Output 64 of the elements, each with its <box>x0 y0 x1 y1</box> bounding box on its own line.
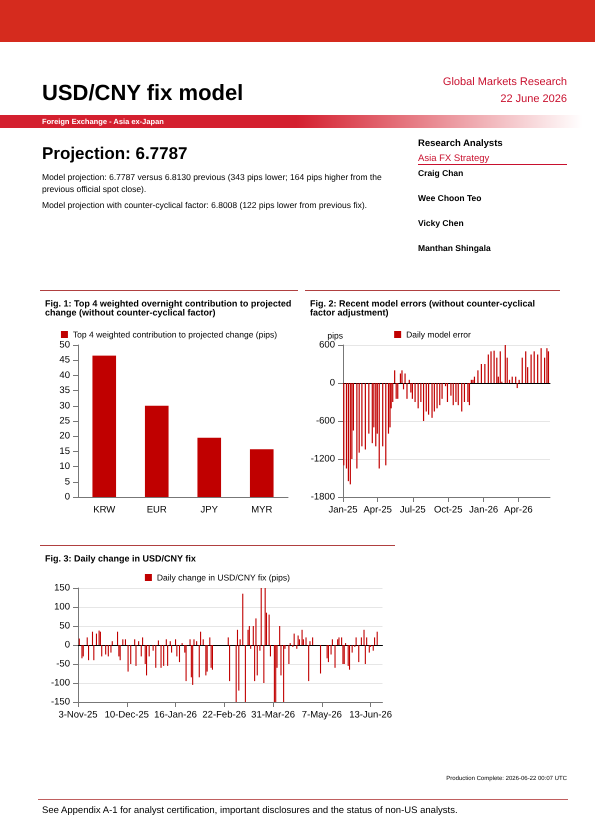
x-tick-label: 16-Jan-26 <box>154 710 197 720</box>
y-tick-label: 45 <box>59 354 70 366</box>
y-tick-label: 0 <box>64 640 70 650</box>
y-tick-label: 35 <box>59 385 70 396</box>
x-tick-label: EUR <box>146 504 167 516</box>
text: Manthan Shingala <box>418 243 491 253</box>
x-tick-label: KRW <box>93 504 116 516</box>
text: Craig Chan <box>418 168 464 178</box>
text: 22 June 2026 <box>500 93 567 105</box>
text: Model projection with counter-cyclical factor: 6.8008 (122 pips lower from previous fix). <box>42 200 368 210</box>
x-tick-label: Apr-25 <box>363 504 392 516</box>
y-tick-label: 0 <box>330 378 335 388</box>
text: Projection: 6.7787 <box>42 144 188 164</box>
y-tick-label: 25 <box>59 416 70 426</box>
text: Vicky Chen <box>418 218 464 228</box>
y-tick-label: -150 <box>50 696 70 708</box>
y-tick-label: 100 <box>54 602 70 612</box>
bar <box>92 356 116 497</box>
y-tick-label: -1200 <box>310 454 335 464</box>
text: Wee Choon Teo <box>418 193 482 203</box>
y-tick-label: 30 <box>59 400 70 412</box>
x-tick-label: Jan-26 <box>469 504 498 516</box>
x-tick-label: 7-May-26 <box>302 710 342 720</box>
text: Research Analysts <box>418 138 503 149</box>
x-tick-label: MYR <box>251 504 272 516</box>
y-tick-label: 50 <box>59 620 70 632</box>
legend-label: Daily change in USD/CNY fix (pips) <box>156 572 290 582</box>
y-tick-label: -50 <box>56 658 70 670</box>
x-tick-label: 13-Jun-26 <box>349 710 392 720</box>
x-tick-label: 10-Dec-25 <box>104 710 149 720</box>
text: USD/CNY fix model <box>42 80 244 106</box>
bar <box>144 406 169 497</box>
text: Model projection: 6.7787 versus 6.8130 previous (343 pips lower; 164 pips higher from the previous official spot close). <box>42 171 383 195</box>
chart-title: Fig. 2: Recent model errors (without counter-cyclical factor adjustment) <box>310 298 538 318</box>
y-tick-label: 40 <box>59 370 70 381</box>
y-tick-label: 150 <box>54 582 70 594</box>
chart-title: Fig. 1: Top 4 weighted overnight contribution to projected change (without counter-cyclical factor) <box>45 298 294 318</box>
text: Global Markets Research <box>442 76 567 88</box>
x-tick-label: Jan-25 <box>328 504 358 516</box>
x-tick-label: 31-Mar-26 <box>251 710 295 720</box>
text: See Appendix A-1 for analyst certification, important disclosures and the status of non-US analysts. <box>42 805 458 816</box>
x-tick-label: 3-Nov-25 <box>58 710 98 720</box>
y-tick-label: -600 <box>316 416 335 426</box>
x-tick-label: 22-Feb-26 <box>202 710 246 720</box>
bar <box>197 438 222 497</box>
chart-title: Fig. 3: Daily change in USD/CNY fix <box>45 554 196 564</box>
x-tick-label: Oct-25 <box>434 504 462 516</box>
y-tick-label: 600 <box>319 340 335 350</box>
y-tick-label: 50 <box>59 340 70 350</box>
bar <box>250 449 274 497</box>
legend-label: Daily model error <box>406 330 472 340</box>
x-tick-label: Apr-26 <box>504 504 533 516</box>
y-tick-label: 5 <box>64 476 70 488</box>
y-tick-label: -100 <box>50 678 70 688</box>
legend-label: Top 4 weighted contribution to projected change (pips) <box>72 330 278 340</box>
y-tick-label: 20 <box>59 430 70 442</box>
y-tick-label: -1800 <box>310 492 335 502</box>
y-axis-title: pips <box>327 330 343 341</box>
y-tick-label: 0 <box>64 492 70 502</box>
text: Asia FX Strategy <box>418 153 567 165</box>
x-tick-label: JPY <box>200 504 219 516</box>
x-tick-label: Jul-25 <box>400 504 426 516</box>
y-tick-label: 15 <box>59 446 70 457</box>
y-tick-label: 10 <box>59 461 70 472</box>
